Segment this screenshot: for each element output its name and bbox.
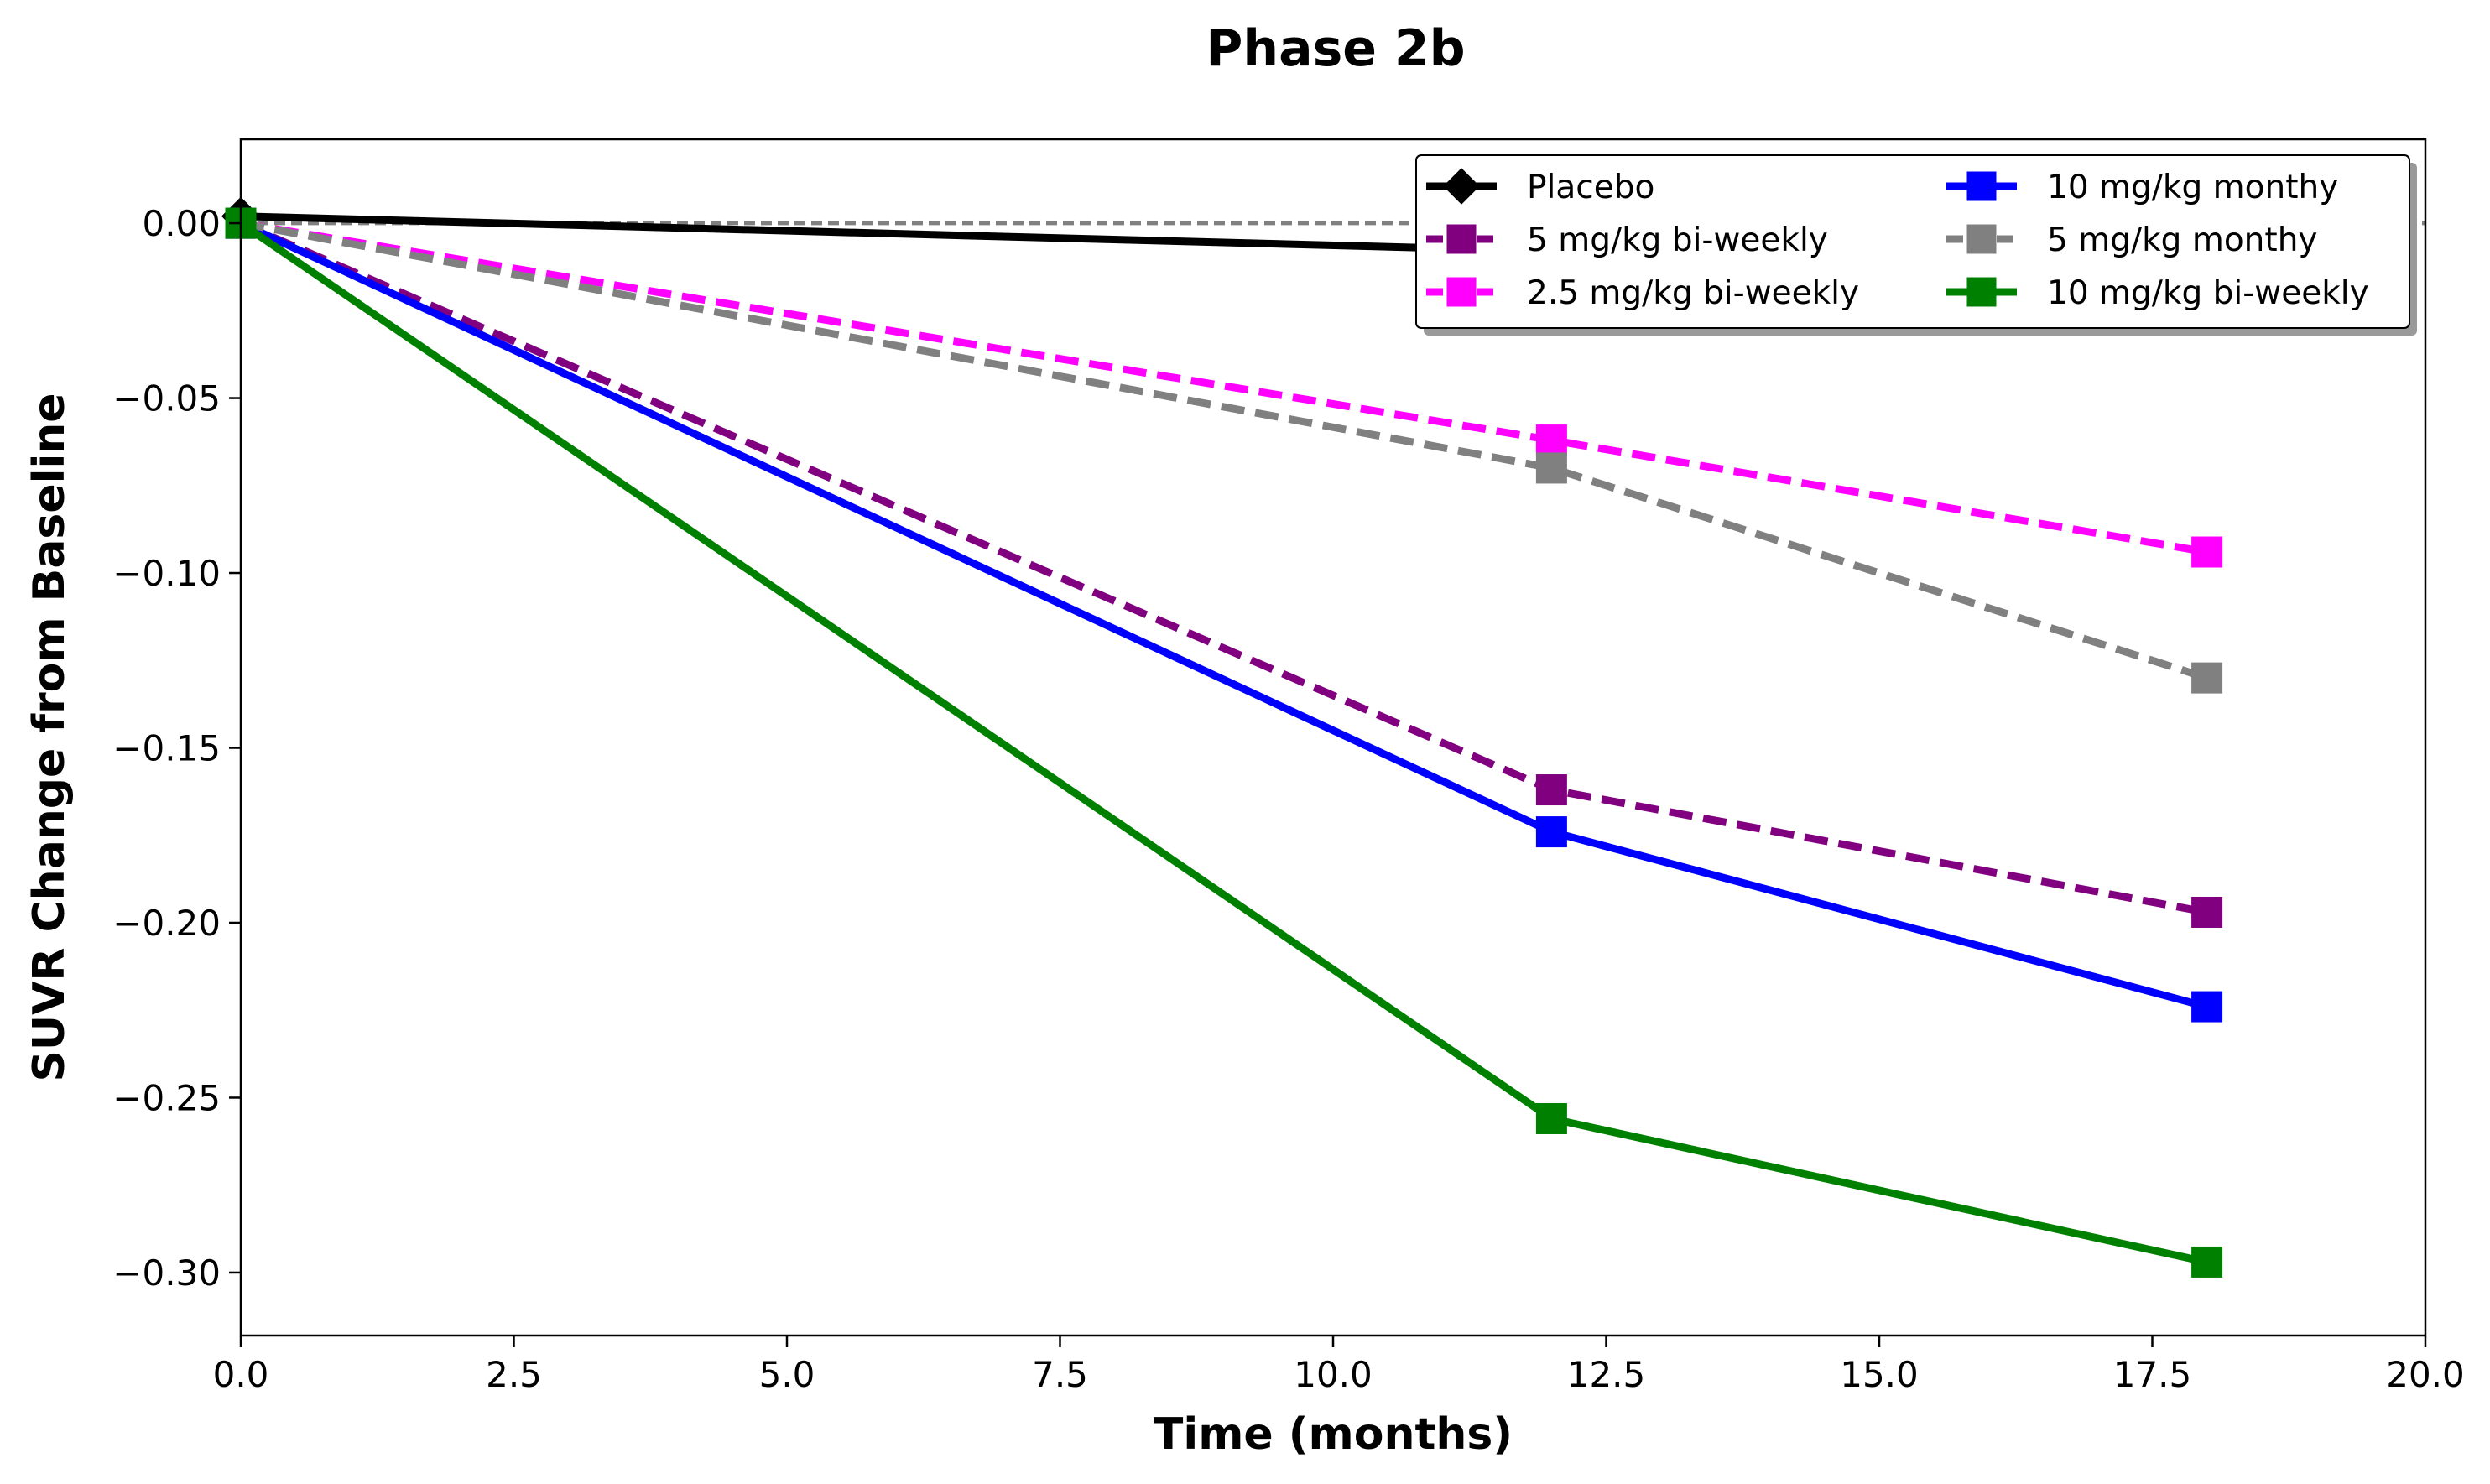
legend-item-5-mg-kg-monthy: 5 mg/kg monthy: [1946, 221, 2318, 259]
data-point-5-mg-kg-bi-weekly: [1535, 774, 1567, 806]
y-tick-label: −0.15: [112, 728, 221, 769]
y-axis-label: SUVR Change from Baseline: [24, 393, 75, 1081]
legend-swatch-marker: [1966, 224, 1997, 254]
x-tick-label: 15.0: [1840, 1354, 1919, 1395]
y-tick-label: −0.25: [112, 1077, 221, 1118]
data-point-10-mg-kg-bi-weekly: [1535, 1102, 1567, 1134]
y-tick-label: −0.20: [112, 903, 221, 944]
data-point-10-mg-kg-monthy: [1535, 816, 1567, 848]
y-tick-label: 0.00: [142, 203, 221, 244]
series-line-10-mg-kg-monthy: [241, 219, 2208, 1011]
x-axis-ticks: 0.0 2.5 5.0 7.5 10.0 12.5 15.0 17.5 20.0: [213, 1336, 2465, 1395]
legend-label: 5 mg/kg bi-weekly: [1527, 221, 1828, 259]
legend-swatch-marker: [1446, 277, 1477, 307]
legend-label: 10 mg/kg monthy: [2047, 169, 2338, 206]
x-tick-label: 5.0: [759, 1354, 815, 1395]
data-point-2-5-mg-kg-bi-weekly: [2191, 536, 2223, 568]
legend-swatch-marker: [1966, 277, 1997, 307]
y-axis-ticks: 0.00 −0.05 −0.10 −0.15 −0.20 −0.25 −0.30: [112, 203, 241, 1294]
data-point-5-mg-kg-monthy: [1535, 452, 1567, 484]
legend-item-5-mg-kg-bi-weekly: 5 mg/kg bi-weekly: [1426, 221, 1828, 259]
legend-item-2-5-mg-kg-bi-weekly: 2.5 mg/kg bi-weekly: [1426, 274, 1859, 312]
marker-layer: [221, 196, 2223, 1278]
x-tick-label: 12.5: [1567, 1354, 1646, 1395]
y-tick-label: −0.10: [112, 553, 221, 594]
x-tick-label: 10.0: [1294, 1354, 1373, 1395]
data-point-2-5-mg-kg-bi-weekly: [1535, 424, 1567, 456]
data-point-5-mg-kg-monthy: [2191, 662, 2223, 694]
legend-label: 5 mg/kg monthy: [2047, 221, 2318, 259]
legend-box: [1415, 154, 2410, 329]
series-line-10-mg-kg-bi-weekly: [241, 220, 2208, 1266]
x-tick-label: 0.0: [213, 1354, 269, 1395]
legend-item-10-mg-kg-bi-weekly: 10 mg/kg bi-weekly: [1946, 274, 2369, 312]
x-tick-label: 20.0: [2386, 1354, 2465, 1395]
series-line-placebo: [241, 212, 1552, 255]
y-tick-label: −0.30: [112, 1252, 221, 1294]
legend-item-placebo: Placebo: [1426, 168, 1654, 206]
data-point-5-mg-kg-bi-weekly: [2191, 896, 2223, 928]
data-point-10-mg-kg-monthy: [2191, 991, 2223, 1023]
legend-label: Placebo: [1527, 169, 1654, 206]
data-point-10-mg-kg-bi-weekly: [2191, 1246, 2223, 1278]
legend-swatch-marker: [1446, 224, 1477, 254]
legend: Placebo 5 mg/kg bi-weekly 2.5 mg/kg bi-wee…: [1415, 154, 2417, 336]
legend-label: 10 mg/kg bi-weekly: [2047, 274, 2369, 312]
x-tick-label: 2.5: [486, 1354, 542, 1395]
series-line-5-mg-kg-monthy: [241, 219, 2208, 682]
legend-label: 2.5 mg/kg bi-weekly: [1527, 274, 1859, 312]
x-axis-label: Time (months): [1154, 1409, 1513, 1460]
legend-swatch-marker: [1443, 168, 1480, 205]
legend-item-10-mg-kg-monthy: 10 mg/kg monthy: [1946, 169, 2338, 206]
series-layer: [241, 212, 2208, 1266]
y-tick-label: −0.05: [112, 378, 221, 419]
legend-swatch-marker: [1966, 171, 1997, 201]
x-tick-label: 7.5: [1032, 1354, 1088, 1395]
x-tick-label: 17.5: [2113, 1354, 2192, 1395]
chart-title: Phase 2b: [1206, 19, 1465, 78]
